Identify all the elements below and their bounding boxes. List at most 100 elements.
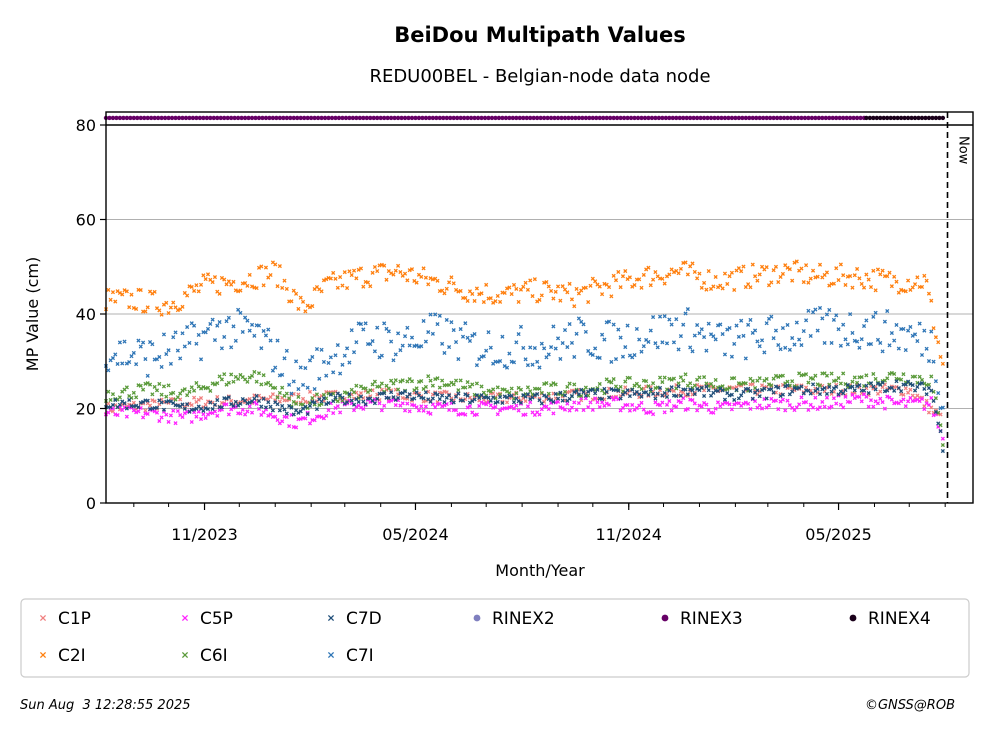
availability-dot: [587, 115, 592, 121]
chart-subtitle: REDU00BEL - Belgian-node data node: [369, 66, 710, 87]
data-point: [481, 401, 486, 406]
data-point: [226, 380, 231, 385]
data-point: [683, 260, 688, 265]
data-point: [442, 291, 447, 296]
data-point: [192, 288, 197, 293]
data-point: [254, 393, 259, 399]
data-point: [453, 394, 459, 399]
data-point: [166, 348, 171, 353]
data-point: [516, 299, 521, 304]
availability-dot: [618, 115, 623, 121]
data-point: [358, 405, 364, 410]
data-point: [368, 284, 373, 289]
data-point: [822, 386, 827, 391]
data-point: [764, 321, 769, 326]
data-point: [720, 286, 725, 291]
data-point: [551, 411, 556, 416]
data-point: [108, 297, 113, 302]
data-point: [799, 266, 804, 271]
data-point: [704, 402, 709, 407]
data-point: [319, 289, 324, 294]
data-point: [692, 333, 697, 338]
availability-dot: [937, 115, 942, 121]
legend-label: C7D: [346, 609, 382, 629]
availability-dot: [923, 115, 928, 121]
data-point: [715, 323, 721, 328]
data-point: [583, 285, 588, 290]
data-point: [479, 291, 484, 296]
availability-dot: [722, 115, 728, 121]
data-point: [678, 400, 683, 405]
data-point: [880, 400, 885, 405]
data-point: [864, 272, 869, 277]
data-point: [328, 355, 333, 360]
data-point: [806, 308, 811, 313]
data-point: [843, 337, 848, 342]
data-point: [936, 391, 941, 396]
data-point: [771, 390, 776, 395]
legend-entry-rinex4: RINEX4: [849, 609, 931, 629]
data-point: [134, 395, 139, 400]
data-point: [593, 346, 598, 351]
data-point: [525, 392, 530, 397]
availability-dot: [867, 115, 873, 121]
data-point: [185, 393, 190, 398]
availability-dot: [336, 115, 342, 121]
data-point: [442, 350, 447, 356]
data-point: [440, 404, 445, 409]
data-point: [481, 299, 486, 305]
data-point: [467, 404, 473, 409]
data-point: [901, 326, 906, 331]
data-point: [312, 418, 317, 423]
data-point: [912, 282, 918, 287]
availability-dot: [295, 115, 300, 121]
data-point: [560, 340, 565, 346]
data-point: [769, 387, 774, 392]
data-point: [196, 332, 201, 337]
data-point: [576, 392, 581, 397]
data-point: [857, 394, 862, 399]
data-point: [259, 346, 264, 351]
data-point: [623, 379, 628, 384]
data-point: [630, 387, 635, 392]
availability-dot: [131, 115, 137, 121]
data-point: [732, 376, 737, 381]
data-point: [565, 384, 570, 389]
data-point: [625, 402, 630, 407]
data-point: [428, 411, 433, 416]
data-point: [400, 378, 405, 383]
data-point: [866, 391, 871, 396]
availability-dot: [340, 115, 345, 121]
availability-dot: [169, 115, 175, 121]
availability-dot: [912, 115, 918, 121]
data-point: [215, 413, 220, 418]
data-point: [588, 283, 593, 288]
data-point: [797, 337, 802, 342]
data-point: [280, 285, 285, 290]
data-point: [542, 393, 547, 398]
data-point: [915, 380, 920, 385]
data-point: [664, 394, 670, 400]
data-point: [632, 282, 637, 288]
data-point: [769, 314, 774, 319]
data-point: [852, 273, 857, 278]
availability-dot: [864, 115, 869, 121]
data-point: [539, 401, 544, 406]
data-point: [565, 290, 570, 295]
data-point: [776, 342, 781, 348]
availability-dot: [475, 115, 481, 121]
availability-dot: [847, 115, 853, 121]
data-point: [713, 377, 718, 382]
data-point: [875, 337, 881, 342]
data-point: [124, 385, 129, 390]
data-point: [824, 395, 830, 400]
availability-dot: [204, 115, 210, 121]
data-point: [834, 384, 839, 389]
data-point: [345, 391, 350, 396]
data-point: [820, 316, 825, 321]
data-point: [855, 339, 860, 344]
data-point: [340, 283, 345, 288]
data-point: [861, 388, 867, 393]
data-point: [134, 362, 139, 367]
data-point: [906, 328, 911, 333]
